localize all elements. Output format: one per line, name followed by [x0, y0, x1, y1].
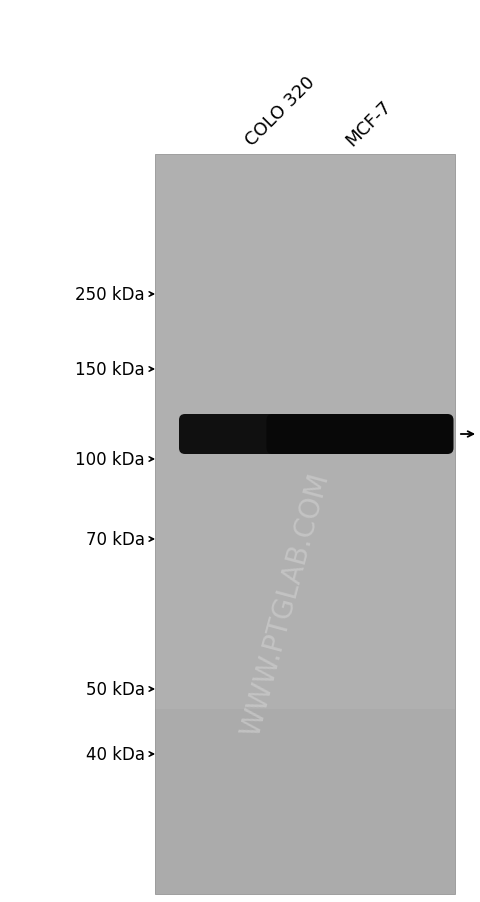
Text: 50 kDa: 50 kDa	[86, 680, 145, 698]
Text: 150 kDa: 150 kDa	[75, 361, 145, 379]
Text: COLO 320: COLO 320	[242, 73, 319, 150]
Text: 40 kDa: 40 kDa	[86, 745, 145, 763]
FancyBboxPatch shape	[266, 415, 454, 455]
Text: MCF-7: MCF-7	[342, 97, 395, 150]
Text: WWW.PTGLAB.COM: WWW.PTGLAB.COM	[236, 470, 334, 739]
FancyBboxPatch shape	[179, 415, 311, 455]
Text: 100 kDa: 100 kDa	[75, 450, 145, 468]
Bar	[155, 709, 455, 894]
Bar	[155, 155, 455, 894]
Text: 250 kDa: 250 kDa	[75, 286, 145, 304]
Text: 70 kDa: 70 kDa	[86, 530, 145, 548]
